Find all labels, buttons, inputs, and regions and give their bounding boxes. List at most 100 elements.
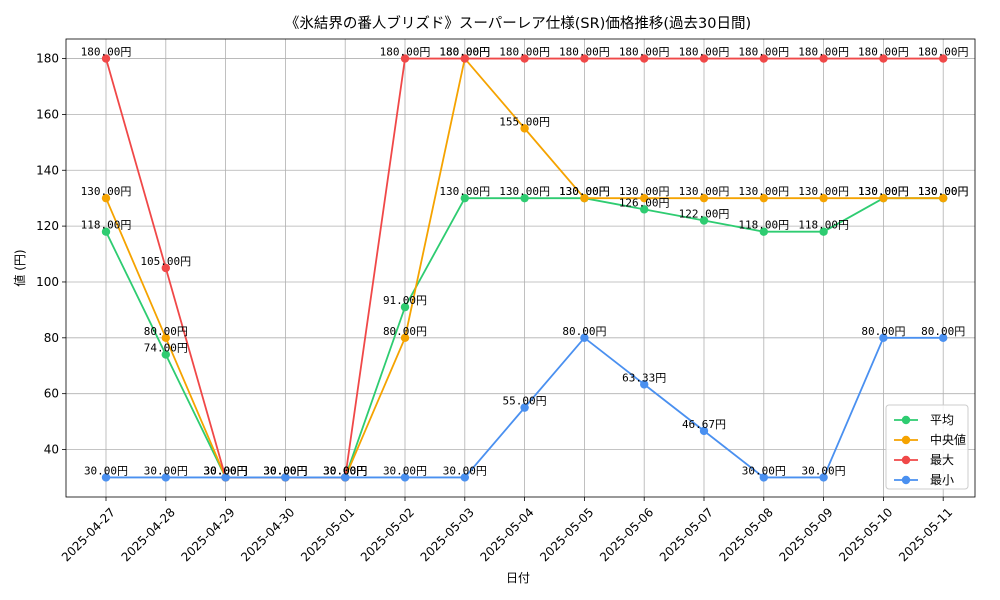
legend-label: 平均 bbox=[930, 413, 954, 427]
series-group bbox=[101, 54, 948, 482]
legend-swatch-marker bbox=[901, 415, 911, 425]
series-point bbox=[101, 54, 111, 63]
series-point bbox=[161, 473, 170, 482]
data-label: 118.00円 bbox=[798, 219, 849, 232]
y-tick-label: 100 bbox=[36, 275, 59, 289]
data-label: 130.00円 bbox=[858, 185, 909, 198]
y-axis-label: 値 (円) bbox=[12, 249, 27, 286]
data-label: 130.00円 bbox=[679, 185, 730, 198]
data-label: 130.00円 bbox=[499, 185, 550, 198]
series-point bbox=[400, 54, 410, 63]
data-label: 118.00円 bbox=[81, 219, 132, 232]
data-label: 130.00円 bbox=[918, 185, 969, 198]
series-point bbox=[879, 54, 888, 63]
data-label: 30.00円 bbox=[742, 464, 786, 477]
data-label: 80.00円 bbox=[921, 325, 965, 338]
data-label: 180.00円 bbox=[918, 46, 969, 59]
series-point bbox=[101, 193, 111, 203]
y-tick-label: 80 bbox=[44, 331, 59, 345]
data-label: 30.00円 bbox=[263, 464, 307, 477]
data-label: 180.00円 bbox=[380, 46, 431, 59]
data-label: 80.00円 bbox=[861, 325, 905, 338]
series-point bbox=[640, 205, 649, 214]
y-tick-label: 180 bbox=[36, 52, 59, 66]
data-label: 180.00円 bbox=[858, 46, 909, 59]
series-point bbox=[460, 54, 469, 63]
series-point bbox=[640, 380, 649, 389]
data-label: 180.00円 bbox=[559, 46, 610, 59]
data-label: 130.00円 bbox=[559, 185, 610, 198]
series-point bbox=[520, 124, 529, 133]
data-label: 130.00円 bbox=[619, 185, 670, 198]
series-point bbox=[460, 473, 469, 482]
series-point bbox=[580, 333, 589, 343]
legend-swatch-marker bbox=[901, 455, 911, 465]
data-label: 74.00円 bbox=[144, 342, 188, 355]
data-label: 30.00円 bbox=[144, 464, 188, 477]
series-point bbox=[819, 193, 828, 203]
data-label: 30.00円 bbox=[263, 464, 307, 477]
series-point bbox=[400, 333, 410, 343]
data-label: 30.00円 bbox=[323, 464, 367, 477]
series-point bbox=[759, 54, 768, 63]
data-label: 30.00円 bbox=[263, 464, 307, 477]
series-point bbox=[520, 403, 529, 412]
series-point bbox=[699, 216, 709, 225]
data-label: 118.00円 bbox=[738, 219, 789, 232]
legend-swatch-marker bbox=[901, 475, 911, 485]
legend-label: 最大 bbox=[930, 453, 954, 467]
data-label: 80.00円 bbox=[144, 325, 188, 338]
series-point bbox=[460, 193, 469, 203]
data-label: 30.00円 bbox=[263, 464, 307, 477]
data-label: 180.00円 bbox=[439, 46, 490, 59]
data-label: 130.00円 bbox=[918, 185, 969, 198]
series-point bbox=[400, 473, 410, 482]
data-label: 80.00円 bbox=[562, 325, 606, 338]
series-point bbox=[640, 193, 649, 203]
series-point bbox=[101, 473, 111, 482]
data-label: 180.00円 bbox=[798, 46, 849, 59]
legend-label: 中央値 bbox=[930, 432, 966, 447]
y-tick-label: 140 bbox=[36, 163, 59, 177]
series-point bbox=[939, 333, 948, 343]
series-point bbox=[640, 54, 649, 63]
data-label: 130.00円 bbox=[439, 185, 490, 198]
series-point bbox=[759, 227, 768, 236]
data-label: 130.00円 bbox=[559, 185, 610, 198]
series-point bbox=[341, 473, 350, 482]
y-tick-label: 120 bbox=[36, 219, 59, 233]
series-point bbox=[161, 263, 170, 273]
series-point bbox=[699, 426, 709, 436]
plot-frame bbox=[65, 38, 976, 498]
data-label: 180.00円 bbox=[439, 46, 490, 59]
series-point bbox=[819, 473, 828, 482]
data-label: 91.00円 bbox=[383, 294, 427, 307]
series-point bbox=[580, 193, 589, 203]
data-label: 130.00円 bbox=[858, 185, 909, 198]
legend-label: 最小 bbox=[930, 473, 954, 487]
data-label: 30.00円 bbox=[802, 464, 846, 477]
series-point bbox=[520, 54, 529, 63]
data-label: 30.00円 bbox=[204, 464, 248, 477]
series-point bbox=[161, 333, 170, 343]
legend-swatch-marker bbox=[901, 435, 911, 445]
data-label: 105.00円 bbox=[140, 255, 191, 268]
series-point bbox=[819, 227, 828, 236]
series-point bbox=[281, 473, 290, 482]
series-point bbox=[101, 227, 111, 236]
data-label: 46.67円 bbox=[682, 418, 726, 431]
data-label: 30.00円 bbox=[84, 464, 128, 477]
data-label: 126.00円 bbox=[619, 196, 670, 209]
data-label: 30.00円 bbox=[204, 464, 248, 477]
data-label: 30.00円 bbox=[323, 464, 367, 477]
data-label: 55.00円 bbox=[503, 395, 547, 408]
series-point bbox=[520, 193, 529, 203]
data-label: 155.00円 bbox=[499, 115, 550, 128]
data-label: 180.00円 bbox=[738, 46, 789, 59]
data-label: 30.00円 bbox=[323, 464, 367, 477]
data-label: 30.00円 bbox=[204, 464, 248, 477]
series-point bbox=[699, 193, 709, 203]
data-label: 130.00円 bbox=[738, 185, 789, 198]
x-axis-label: 日付 bbox=[506, 571, 530, 585]
